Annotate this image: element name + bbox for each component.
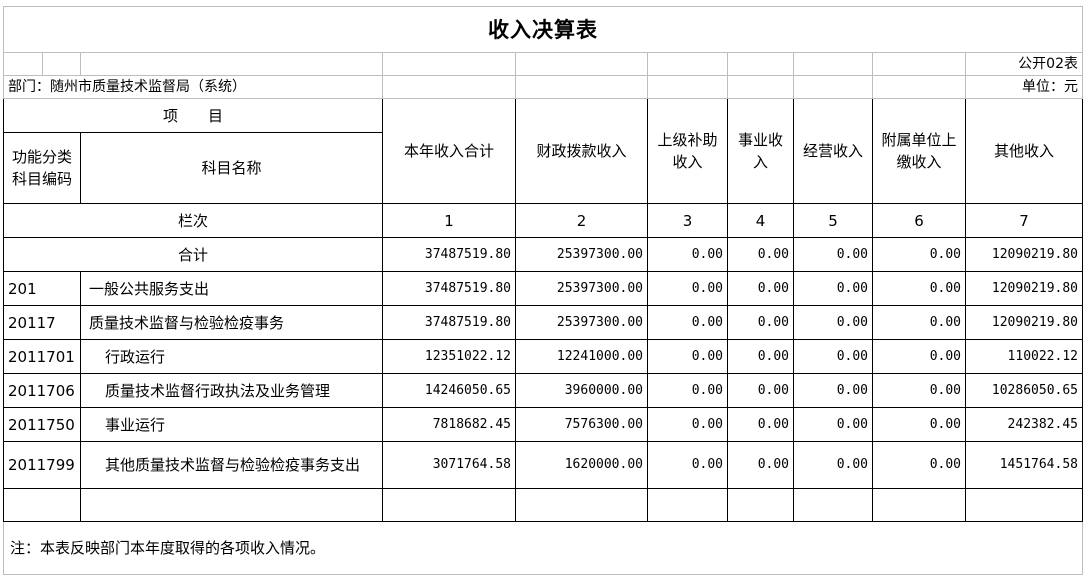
value-cell: 0.00 [793, 271, 873, 306]
value-cell: 0.00 [727, 271, 794, 306]
department-label: 部门：随州市质量技术监督局（系统） [3, 75, 383, 99]
table-note: 注：本表反映部门本年度取得的各项收入情况。 [3, 521, 1083, 575]
value-cell: 0.00 [727, 339, 794, 374]
value-cell: 0.00 [793, 407, 873, 442]
subject-name: 质量技术监督行政执法及业务管理 [80, 373, 383, 408]
col-header: 事业收入 [727, 98, 794, 204]
value-cell: 0.00 [647, 305, 728, 340]
value-cell: 0.00 [647, 271, 728, 306]
value-cell: 7818682.45 [382, 407, 516, 442]
value-cell: 25397300.00 [515, 271, 648, 306]
subject-code: 2011750 [3, 407, 81, 442]
total-value: 25397300.00 [515, 237, 648, 272]
col-header: 经营收入 [793, 98, 873, 204]
value-cell: 25397300.00 [515, 305, 648, 340]
value-cell: 10286050.65 [965, 373, 1083, 408]
table-row: 2011799 其他质量技术监督与检验检疫事务支出 3071764.58 162000… [3, 441, 1083, 489]
seq-cell: 1 [382, 203, 516, 238]
value-cell: 3071764.58 [382, 441, 516, 489]
value-cell: 0.00 [793, 441, 873, 489]
total-value: 37487519.80 [382, 237, 516, 272]
value-cell: 12090219.80 [965, 271, 1083, 306]
seq-cell: 6 [872, 203, 966, 238]
value-cell: 0.00 [872, 271, 966, 306]
value-cell: 1620000.00 [515, 441, 648, 489]
value-cell: 3960000.00 [515, 373, 648, 408]
value-cell: 0.00 [872, 407, 966, 442]
value-cell: 1451764.58 [965, 441, 1083, 489]
table-row: 2011750 事业运行 7818682.45 7576300.00 0.00 0.00 0… [3, 407, 1083, 442]
total-value: 12090219.80 [965, 237, 1083, 272]
seq-cell: 5 [793, 203, 873, 238]
subject-code: 20117 [3, 305, 81, 340]
value-cell: 0.00 [727, 305, 794, 340]
seq-cell: 3 [647, 203, 728, 238]
seq-cell: 2 [515, 203, 648, 238]
blank-row [3, 488, 1083, 522]
subject-code: 2011706 [3, 373, 81, 408]
value-cell: 0.00 [872, 441, 966, 489]
value-cell: 0.00 [872, 373, 966, 408]
seq-cell: 4 [727, 203, 794, 238]
seq-label: 栏次 [3, 203, 383, 238]
subject-code: 2011701 [3, 339, 81, 374]
col-header: 本年收入合计 [382, 98, 516, 204]
total-value: 0.00 [727, 237, 794, 272]
unit-label: 单位：元 [965, 75, 1083, 99]
table-row: 2011706 质量技术监督行政执法及业务管理 14246050.65 3960000… [3, 373, 1083, 408]
value-cell: 0.00 [872, 305, 966, 340]
col-header: 财政拨款收入 [515, 98, 648, 204]
value-cell: 0.00 [647, 373, 728, 408]
value-cell: 37487519.80 [382, 271, 516, 306]
value-cell: 0.00 [727, 441, 794, 489]
subject-code: 201 [3, 271, 81, 306]
name-header: 科目名称 [80, 132, 383, 204]
value-cell: 0.00 [793, 339, 873, 374]
value-cell: 0.00 [647, 441, 728, 489]
form-number: 公开02表 [965, 52, 1083, 76]
subject-code: 2011799 [3, 441, 81, 489]
total-value: 0.00 [647, 237, 728, 272]
code-header: 功能分类科目编码 [3, 132, 81, 204]
page-title: 收入决算表 [3, 6, 1083, 53]
value-cell: 0.00 [793, 305, 873, 340]
col-header: 附属单位上缴收入 [872, 98, 966, 204]
value-cell: 0.00 [727, 407, 794, 442]
subject-name: 其他质量技术监督与检验检疫事务支出 [80, 441, 383, 489]
value-cell: 0.00 [647, 339, 728, 374]
value-cell: 0.00 [647, 407, 728, 442]
value-cell: 7576300.00 [515, 407, 648, 442]
value-cell: 0.00 [793, 373, 873, 408]
col-header: 上级补助收入 [647, 98, 728, 204]
table-row: 2011701 行政运行 12351022.12 12241000.00 0.00 0.0… [3, 339, 1083, 374]
income-table: 收入决算表 公开02表 部门：随州市质量技术监督局（系统） 单位：元 项 目 本… [3, 6, 1083, 575]
total-label: 合计 [3, 237, 383, 272]
subject-name: 一般公共服务支出 [80, 271, 383, 306]
table-row: 201 一般公共服务支出 37487519.80 25397300.00 0.00 0.0… [3, 271, 1083, 306]
value-cell: 12241000.00 [515, 339, 648, 374]
item-header: 项 目 [3, 98, 383, 133]
seq-cell: 7 [965, 203, 1083, 238]
total-value: 0.00 [872, 237, 966, 272]
value-cell: 0.00 [727, 373, 794, 408]
value-cell: 0.00 [872, 339, 966, 374]
value-cell: 37487519.80 [382, 305, 516, 340]
table-row: 20117 质量技术监督与检验检疫事务 37487519.80 25397300.00… [3, 305, 1083, 340]
total-value: 0.00 [793, 237, 873, 272]
subject-name: 质量技术监督与检验检疫事务 [80, 305, 383, 340]
value-cell: 242382.45 [965, 407, 1083, 442]
value-cell: 12090219.80 [965, 305, 1083, 340]
value-cell: 14246050.65 [382, 373, 516, 408]
subject-name: 事业运行 [80, 407, 383, 442]
subject-name: 行政运行 [80, 339, 383, 374]
value-cell: 12351022.12 [382, 339, 516, 374]
col-header: 其他收入 [965, 98, 1083, 204]
value-cell: 110022.12 [965, 339, 1083, 374]
